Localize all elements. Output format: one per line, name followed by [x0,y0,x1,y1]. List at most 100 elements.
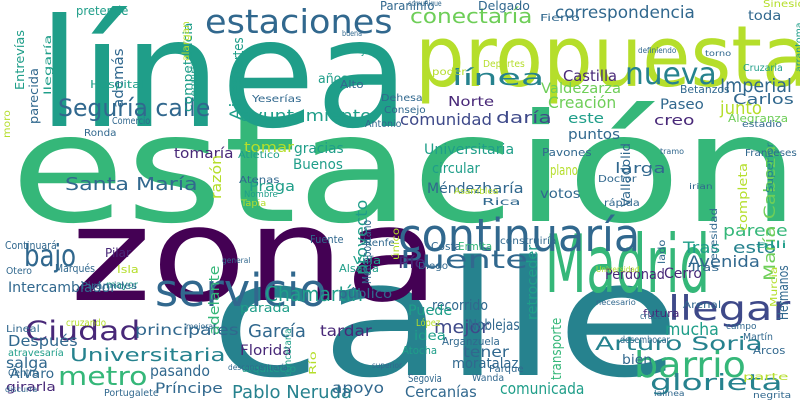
word: lalinea [654,389,685,398]
word: completa [736,162,750,231]
word: zona [70,179,440,331]
word: Méndez [427,181,482,197]
word: Martín [743,332,773,343]
word: mejorar [186,322,217,331]
word: desconcentraría [228,363,288,372]
word: tomar [244,140,295,156]
word: moratalaz [452,356,519,372]
word: Avenida [688,252,760,271]
word: superior [372,361,402,370]
word: Cruzaria [743,63,783,74]
word: único [391,227,402,260]
word: Creación [548,93,617,112]
word: Alegranza [728,112,789,125]
word: barrio [634,345,746,386]
word: Arturo Soria [595,333,763,355]
word: Arganzuela [442,335,500,348]
word: Tras [683,238,721,257]
word: principales [135,321,239,339]
word: Príncipe [155,381,223,397]
word: mayor [106,280,139,291]
word: atravesaría [8,348,64,359]
word: comunidad [400,110,493,129]
word: Jalón [362,44,384,57]
word: Costa [431,240,462,253]
word: Chamartín [265,282,363,306]
word: Madrid [545,218,710,311]
word: Castilla [563,67,618,85]
word: Paseo [660,97,704,113]
word: Wanda [472,373,505,384]
word: años [318,72,348,87]
word: glorieta [650,371,783,396]
word: parece [723,221,788,240]
word: Arcos [753,344,786,357]
word: alli [756,240,788,251]
word: Fuente [310,233,344,246]
word: Paraninfo [380,0,435,13]
word: Universitaria [70,345,226,366]
word: Comercio [112,116,151,127]
word: girarla [6,380,56,394]
word: Intercambiador [8,280,117,296]
word: Isla [117,263,139,276]
word: Diego [418,261,449,272]
word: Santa María [65,174,198,195]
word: Lineal [6,324,40,335]
word: poder [432,67,467,78]
word: Pirámides [81,281,138,292]
word: Noblejas [468,316,520,334]
word: Doctor [598,174,637,185]
word: Atlético [238,150,280,161]
word: apoyo [332,379,384,397]
word: Continuará [5,239,57,252]
word: comunique [408,0,442,8]
word: gracias [294,141,344,157]
word: construiría [500,236,557,247]
word: seguiría [189,60,200,102]
word: línea [452,66,545,91]
word: Yeserías [252,94,302,105]
word: público [338,287,393,302]
word: toda [748,9,782,24]
word: Entrevías [13,30,27,91]
word: bajo [24,239,77,274]
word: Pilar [105,246,131,260]
word: Carlos [733,92,794,108]
word: retroceder [525,244,541,320]
word: negrita [753,391,792,400]
word: lado [657,239,668,264]
word: Norte [448,95,495,110]
word: Asamblea [454,187,499,197]
word: larga [615,161,666,177]
word: metro [58,362,148,392]
word: Villa [353,254,382,267]
word: Cerro [664,266,702,282]
word: puntos [568,127,620,143]
word: estaciones [205,2,393,41]
word: Portugalete [104,388,159,399]
word: definiendo [638,46,677,55]
word: futura [643,307,680,320]
word: mejor [434,317,490,338]
word: parte [743,372,789,383]
word: servicio [155,264,327,317]
word: transporte [549,317,565,380]
word: Universitaria [424,142,515,158]
word: estadio [742,120,782,130]
word: Antonio [365,119,402,130]
word: Cercanías [405,383,477,400]
word: Sinesio [763,0,800,10]
word: Franceses [745,148,797,159]
word: parada [240,301,291,315]
word: tener [463,343,510,361]
word: cruzando [66,318,107,329]
word: correspondencia [555,3,695,23]
word: estación [10,83,800,257]
word: Seguría calle [58,94,211,122]
word: Florida [240,343,292,359]
word: Tapia [241,199,267,209]
word: Marqués [55,262,96,275]
word: junto [720,98,762,119]
word: llegar [668,289,791,329]
